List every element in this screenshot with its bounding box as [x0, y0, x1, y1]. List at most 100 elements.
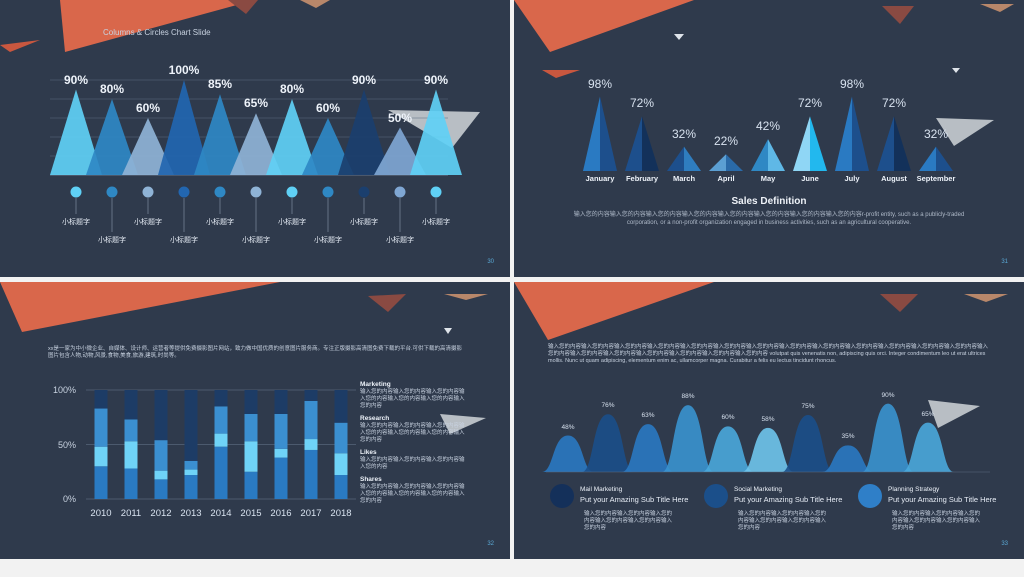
triangle-mark [410, 89, 462, 175]
bar-segment [154, 470, 168, 480]
bell-curve-mark [862, 403, 914, 472]
item-subtitle: Put your Amazing Sub Title Here [734, 495, 843, 504]
triangle-mark-left [583, 96, 600, 171]
slide-32[interactable]: xx是一家为中小微企业、自媒体、设计师、运营者等提供免费摄影图片网站，致力做中国… [0, 282, 510, 559]
item-subtitle: Put your Amazing Sub Title Here [888, 495, 997, 504]
legend-title: Marketing [360, 381, 391, 388]
value-label: 98% [839, 76, 865, 91]
triangle-mark-right [642, 116, 659, 171]
bell-curve-mark [582, 414, 634, 472]
value-label: 72% [797, 96, 823, 111]
bar-segment [214, 390, 228, 407]
dot-marker [286, 186, 298, 198]
sub-label: 小标题字 [134, 219, 162, 226]
bar-segment [184, 475, 198, 499]
slide-31[interactable]: 98% 72% 32% 22% 42% 72% 98% 72% 32% January Febru… [514, 0, 1024, 277]
page-number: 32 [487, 541, 494, 547]
value-label: 72% [629, 96, 655, 111]
dot-marker [430, 186, 442, 198]
bar-segment [124, 390, 138, 420]
sub-label: 小标题字 [350, 219, 378, 226]
x-tick-label: 2017 [300, 508, 322, 519]
value-label: 72% [881, 96, 907, 111]
item-title: Planning Strategy [888, 486, 940, 493]
x-tick-label: 2018 [330, 508, 352, 519]
bar-segment [154, 479, 168, 499]
page-number: 31 [1001, 259, 1008, 265]
month-label: April [717, 174, 735, 183]
slide-33[interactable]: 输入您的内容输入您的内容输入您的内容输入您的内容输入您的内容输入您的内容 输入您的… [514, 282, 1024, 559]
bar-segment [244, 413, 258, 442]
value-label: 60% [721, 414, 735, 422]
triangle-mark-right [726, 154, 743, 171]
item-title: Mail Marketing [580, 486, 623, 493]
item-circles [550, 484, 882, 508]
legend-text: 输入您的内容输入您的内容输入您的内容输入您的内容输入您的内容输入您的内容输入您的… [360, 423, 465, 443]
month-label: August [881, 174, 907, 183]
legend-title: Likes [360, 449, 377, 456]
bell-curve-mark [662, 405, 714, 472]
value-label: 32% [671, 126, 697, 141]
bar-segment [214, 406, 228, 434]
month-label: February [625, 174, 659, 183]
item-text: 输入您的内容输入您的内容输入您的内容输入您的内容输入您的内容输入您的内容 [738, 511, 827, 531]
bar-segment [274, 390, 288, 414]
bar-segment [124, 419, 138, 442]
bar-segment [184, 460, 198, 470]
triangle-mark [266, 99, 318, 175]
bell-curve-mark [742, 427, 794, 472]
bell-curve-mark [902, 422, 954, 472]
value-label: 60% [315, 101, 341, 115]
dot-marker [250, 186, 262, 198]
value-label: 100% [168, 63, 200, 77]
triangle-mark-left [919, 146, 936, 171]
value-label: 60% [135, 101, 161, 115]
value-label: 32% [923, 126, 949, 141]
sub-label: 小标题字 [314, 237, 342, 244]
bar-segment [334, 390, 348, 423]
triangle-mark [230, 113, 282, 175]
bar-segment [154, 440, 168, 471]
bar-segment [214, 446, 228, 499]
slide-title: Columns & Circles Chart Slide [103, 28, 211, 37]
legend-item: Likes 输入您的内容输入您的内容输入您的内容输入您的内容 [360, 449, 468, 471]
value-label: 75% [801, 403, 815, 410]
legend-title: Research [360, 415, 390, 422]
triangle-mark-right [894, 116, 911, 171]
value-label: 63% [641, 412, 655, 420]
slide-33-decor [514, 282, 1008, 508]
sub-label: 小标题字 [206, 219, 234, 226]
sub-label: 小标题字 [278, 219, 306, 226]
month-label: March [672, 174, 696, 183]
value-label: 76% [601, 402, 615, 410]
triangle-mark-right [768, 139, 785, 171]
sub-label: 小标题字 [386, 237, 414, 244]
triangle-mark [374, 127, 426, 175]
triangle-mark-left [667, 146, 684, 171]
sales-body: 输入您的内容输入您的内容输入您的内容输入您的内容输入您的内容输入您的内容输入您的… [573, 212, 965, 226]
month-label: September [916, 174, 956, 183]
x-tick-label: 2013 [180, 508, 202, 519]
value-label: 35% [841, 433, 855, 441]
bar-segment [274, 457, 288, 499]
y-tick-label: 50% [57, 439, 76, 450]
triangle-mark-left [751, 139, 768, 171]
bar-segment [154, 390, 168, 441]
bar-segment [304, 390, 318, 401]
dot-marker [394, 186, 406, 198]
slide-30[interactable]: Columns & Circles Chart Slide 90% 80% 60% 1… [0, 0, 510, 277]
bar-segment [184, 469, 198, 476]
dot-markers [70, 186, 442, 232]
bar-segment [244, 441, 258, 472]
legend-panel: Marketing 输入您的内容输入您的内容输入您的内容输入您的内容输入您的内容输… [360, 381, 468, 510]
x-tick-label: 2010 [90, 508, 112, 519]
value-label: 50% [387, 110, 413, 125]
value-label: 48% [561, 423, 575, 431]
dot-marker [214, 186, 226, 198]
item-circle [858, 484, 882, 508]
slide-31-decor [514, 0, 1014, 171]
month-label: July [844, 174, 860, 183]
item-subtitle: Put your Amazing Sub Title Here [580, 495, 689, 504]
dot-marker [178, 186, 190, 198]
bar-segment [94, 466, 108, 499]
